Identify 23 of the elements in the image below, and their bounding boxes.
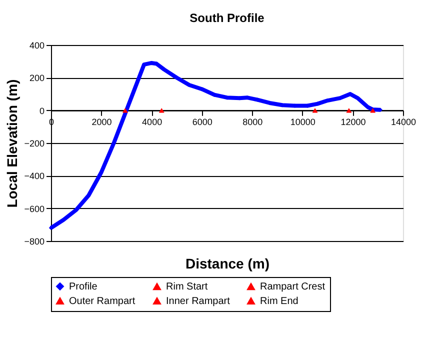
legend-label: Rampart Crest — [260, 282, 326, 293]
y-axis-title: Local Elevation (m) — [4, 79, 20, 208]
legend-label: Profile — [69, 281, 98, 292]
x-tick-label: 8000 — [242, 116, 263, 127]
x-tick-label: 6000 — [192, 116, 212, 127]
legend-label: Rim Start — [166, 282, 208, 293]
y-tick-label: −400 — [24, 171, 44, 182]
legend-label: Inner Rampart — [166, 296, 230, 307]
x-tick-label: 14000 — [390, 116, 416, 127]
chart-title: South Profile — [190, 11, 265, 25]
y-tick-label: −800 — [24, 236, 44, 246]
y-tick-label: 0 — [39, 106, 44, 116]
y-tick-label: 400 — [29, 40, 44, 50]
x-tick-label: 4000 — [142, 116, 162, 127]
legend-label: Outer Rampart — [69, 296, 136, 307]
x-tick-label: 2000 — [92, 116, 112, 127]
y-tick-label: 200 — [29, 73, 44, 84]
x-tick-label: 12000 — [340, 116, 366, 127]
legend-label: Rim End — [260, 296, 298, 307]
y-tick-label: −200 — [24, 138, 44, 148]
x-axis-title: Distance (m) — [185, 256, 270, 272]
y-tick-label: −600 — [24, 204, 44, 214]
x-tick-label: 10000 — [290, 116, 316, 127]
